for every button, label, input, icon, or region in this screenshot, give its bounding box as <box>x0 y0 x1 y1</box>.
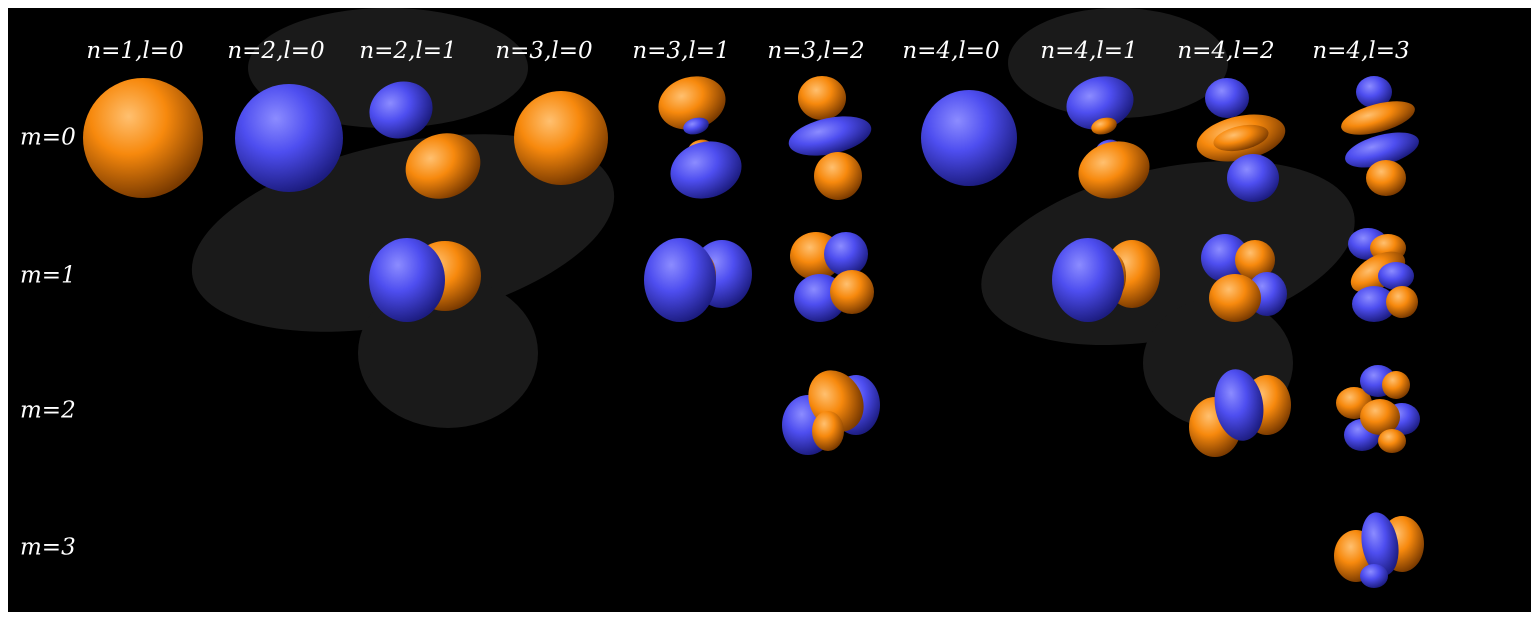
lobe-left <box>369 238 445 322</box>
lobe-upper <box>658 76 726 130</box>
column-label-n4-l3: n=4,l=3 <box>1312 38 1410 64</box>
column-label-n3-l0: n=3,l=0 <box>495 38 593 64</box>
lobe-lower <box>405 133 481 199</box>
orbital-n2-l0-m0 <box>235 84 343 192</box>
column-label-n4-l0: n=4,l=0 <box>902 38 1000 64</box>
lobe-4 <box>812 411 844 451</box>
lobe-3 <box>1361 512 1399 576</box>
column-label-n3-l2: n=3,l=2 <box>767 38 865 64</box>
lobe-bottom <box>1227 154 1279 202</box>
column-label-n2-l1: n=2,l=1 <box>359 38 457 64</box>
lobe-3 <box>1214 369 1264 441</box>
column-label-n4-l2: n=4,l=2 <box>1177 38 1275 64</box>
orbital-n1-l0-m0 <box>83 78 203 198</box>
orbital-n4-l2-m1 <box>1201 234 1287 322</box>
lobe-bottom <box>814 152 862 200</box>
lobe-top <box>798 76 846 120</box>
ghost-lobe-right-top <box>1008 8 1228 118</box>
lobe-1 <box>1201 234 1249 282</box>
lobe-4 <box>830 270 874 314</box>
lobe-upper <box>1066 76 1134 130</box>
orbital-n4-l2-m2 <box>1189 369 1291 457</box>
torus-lower <box>1345 132 1419 168</box>
orbital-n4-l3-m3 <box>1334 512 1424 588</box>
orbital-n4-l1-m0 <box>1066 76 1150 199</box>
column-label-n3-l1: n=3,l=1 <box>632 38 730 64</box>
orbital-n2-l1-m0 <box>369 81 481 199</box>
lobe-sphere <box>83 78 203 198</box>
column-label-n4-l1: n=4,l=1 <box>1040 38 1138 64</box>
lobe-7 <box>1378 429 1406 453</box>
lobe-sphere <box>921 90 1017 186</box>
orbital-n4-l1-m1 <box>1052 238 1160 322</box>
lobe-4 <box>1378 262 1414 290</box>
lobe-upper <box>369 81 433 139</box>
orbital-n4-l2-m0 <box>1196 78 1286 202</box>
lobe-6 <box>1360 399 1400 435</box>
lobe-5 <box>1352 286 1396 322</box>
row-label-m1: m=1 <box>20 262 76 289</box>
column-label-n1-l0: n=1,l=0 <box>86 38 184 64</box>
torus-upper <box>1341 101 1415 135</box>
lobe-5 <box>1382 371 1410 399</box>
orbital-table: n=1,l=0 n=2,l=0 n=2,l=1 n=3,l=0 n=3,l=1 … <box>8 8 1531 612</box>
torus-inner <box>1213 124 1269 152</box>
lobe-lower <box>1078 141 1150 199</box>
lobe-sphere <box>514 91 608 185</box>
lobe-lower <box>670 141 742 199</box>
lobe-2 <box>824 232 868 276</box>
orbital-n3-l2-m0 <box>788 76 872 200</box>
lobe-4 <box>1209 274 1261 322</box>
lobe-3 <box>1350 251 1406 293</box>
orbital-n3-l1-m0 <box>658 76 742 199</box>
lobe-4 <box>1360 564 1388 588</box>
orbital-n4-l3-m0 <box>1341 76 1419 196</box>
torus <box>788 116 872 156</box>
orbital-n4-l0-m0 <box>921 90 1017 186</box>
column-label-n2-l0: n=2,l=0 <box>227 38 325 64</box>
lobe-left <box>1052 238 1124 322</box>
row-label-m3: m=3 <box>20 534 76 561</box>
lobe-bottom <box>1366 160 1406 196</box>
orbital-n3-l2-m2 <box>782 370 880 455</box>
lobe-2 <box>1235 240 1275 280</box>
orbital-n2-l1-m1 <box>369 238 481 322</box>
orbital-n3-l2-m1 <box>790 232 874 322</box>
orbital-n4-l3-m2 <box>1336 365 1420 453</box>
lobe-top <box>1356 76 1392 108</box>
lobe-6 <box>1386 286 1418 318</box>
orbital-n4-l3-m1 <box>1348 228 1418 322</box>
row-label-m2: m=2 <box>20 397 76 424</box>
lobe-top <box>1205 78 1249 118</box>
row-label-m0: m=0 <box>20 124 76 151</box>
orbital-n3-l0-m0 <box>514 91 608 185</box>
node-ring-upper <box>683 117 709 135</box>
orbital-n3-l1-m1 <box>644 238 752 322</box>
node-ring-upper <box>1091 117 1117 135</box>
lobe-sphere <box>235 84 343 192</box>
lobe-left <box>644 238 716 322</box>
